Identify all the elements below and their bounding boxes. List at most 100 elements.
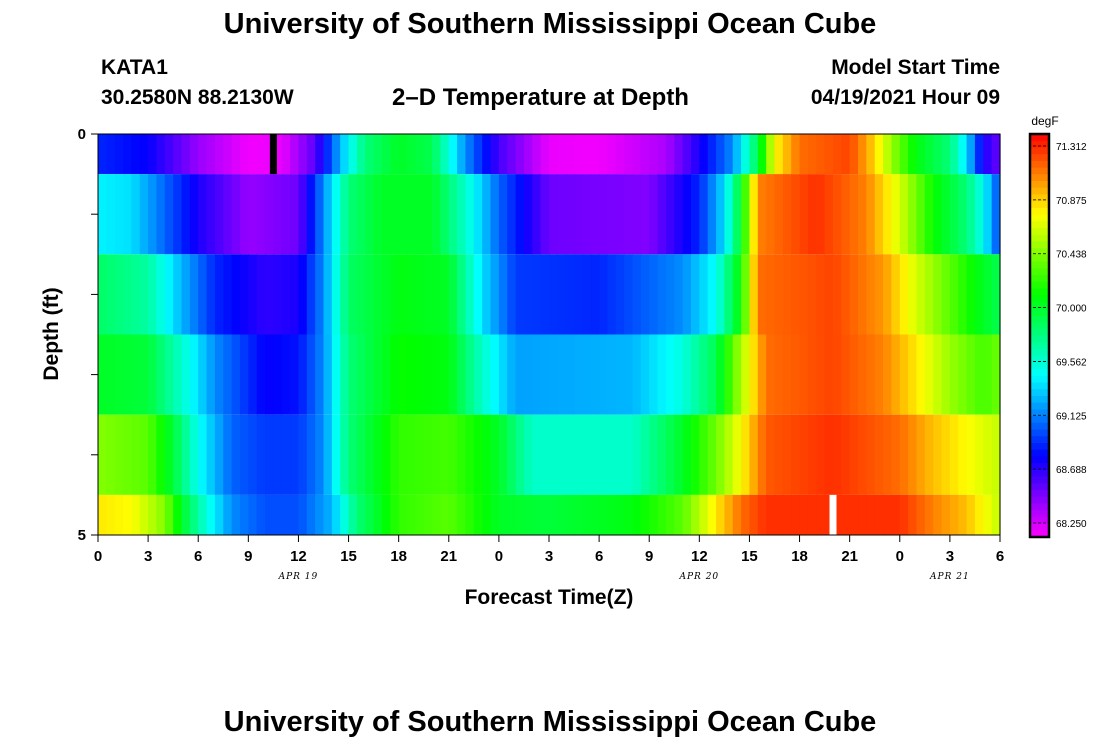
heatmap-cell — [139, 334, 149, 415]
heatmap-cell — [807, 414, 817, 495]
heatmap-cell — [181, 494, 191, 535]
heatmap-cell — [699, 334, 709, 415]
colorbar-segment — [1030, 214, 1049, 222]
heatmap-cell — [256, 334, 266, 415]
heatmap-cell — [757, 254, 767, 335]
heatmap-cell — [582, 174, 592, 255]
colorbar-segment — [1030, 268, 1049, 276]
colorbar-tick-label: 70.875 — [1056, 196, 1087, 207]
heatmap-cell — [657, 174, 667, 255]
heatmap-cell — [231, 494, 241, 535]
heatmap-cell — [465, 334, 475, 415]
heatmap-cell — [348, 414, 358, 495]
heatmap-cell — [640, 494, 650, 535]
heatmap-cell — [390, 334, 400, 415]
heatmap-cell — [398, 174, 408, 255]
heatmap-cell — [649, 254, 659, 335]
heatmap-cell — [298, 414, 308, 495]
heatmap-cell — [114, 174, 124, 255]
heatmap-cell — [991, 414, 1001, 495]
heatmap-cell — [214, 134, 224, 175]
heatmap-cell — [974, 414, 984, 495]
heatmap-cell — [807, 494, 817, 535]
colorbar-segment — [1030, 295, 1049, 303]
heatmap-cell — [891, 334, 901, 415]
heatmap-cell — [966, 334, 976, 415]
heatmap-cell — [298, 494, 308, 535]
heatmap-cell — [849, 334, 859, 415]
heatmap-cell — [306, 254, 316, 335]
heatmap-cell — [306, 134, 316, 175]
heatmap-cell — [657, 414, 667, 495]
heatmap-cell — [874, 174, 884, 255]
colorbar-segment — [1030, 134, 1049, 142]
heatmap-cell — [398, 494, 408, 535]
colorbar-segment — [1030, 355, 1049, 363]
heatmap-cell — [323, 174, 333, 255]
heatmap-cell — [148, 254, 158, 335]
heatmap-cell — [707, 494, 717, 535]
heatmap-cell — [248, 174, 258, 255]
colorbar-segment — [1030, 241, 1049, 249]
heatmap-cell — [356, 414, 366, 495]
heatmap-cell — [933, 414, 943, 495]
heatmap-cell — [206, 174, 216, 255]
heatmap-cell — [515, 254, 525, 335]
heatmap-cell — [774, 494, 784, 535]
heatmap-cell — [365, 494, 375, 535]
heatmap-cell — [966, 494, 976, 535]
heatmap-cell — [565, 134, 575, 175]
heatmap-cell — [515, 414, 525, 495]
colorbar-tick-label: 71.312 — [1056, 142, 1087, 153]
heatmap-cell — [707, 254, 717, 335]
heatmap-cell — [373, 494, 383, 535]
heatmap-cell — [916, 334, 926, 415]
heatmap-cell — [98, 334, 107, 415]
heatmap-cell — [432, 414, 442, 495]
heatmap-cell — [933, 334, 943, 415]
heatmap-cell — [298, 174, 308, 255]
heatmap-cell — [206, 414, 216, 495]
heatmap-cell — [340, 174, 350, 255]
heatmap-cell — [849, 254, 859, 335]
colorbar-tick-label: 70.438 — [1056, 250, 1087, 261]
heatmap-cell — [290, 334, 300, 415]
heatmap-cell — [156, 334, 166, 415]
heatmap-cell — [465, 254, 475, 335]
heatmap-cell — [348, 134, 358, 175]
heatmap-cell — [816, 254, 826, 335]
heatmap-cell — [791, 494, 801, 535]
heatmap-cell — [916, 134, 926, 175]
heatmap-cell — [841, 334, 851, 415]
heatmap-cell — [156, 414, 166, 495]
heatmap-cell — [381, 414, 391, 495]
heatmap-cell — [239, 494, 249, 535]
heatmap-cell — [415, 494, 425, 535]
heatmap-cell — [356, 134, 366, 175]
heatmap-cell — [699, 134, 709, 175]
date-label: APR 20 — [679, 572, 720, 582]
heatmap-cell — [423, 174, 433, 255]
heatmap-cell — [799, 494, 809, 535]
heatmap-cell — [415, 174, 425, 255]
heatmap-cell — [716, 134, 725, 175]
heatmap-cell — [732, 494, 742, 535]
heatmap-cell — [189, 494, 199, 535]
heatmap-cell — [941, 174, 951, 255]
heatmap-cell — [148, 134, 158, 175]
heatmap-cell — [933, 134, 943, 175]
heatmap-cell — [899, 414, 909, 495]
heatmap-cell — [465, 174, 475, 255]
heatmap-cell — [690, 494, 700, 535]
heatmap-cell — [807, 174, 817, 255]
x-axis-label: Forecast Time(Z) — [465, 586, 634, 609]
heatmap-cell — [657, 334, 667, 415]
heatmap-cell — [498, 174, 508, 255]
heatmap-cell — [131, 134, 141, 175]
heatmap-cell — [816, 174, 826, 255]
y-tick-label: 0 — [78, 126, 86, 143]
heatmap-cell — [749, 134, 759, 175]
heatmap-cell — [214, 334, 224, 415]
heatmap-cell — [181, 174, 191, 255]
heatmap-cell — [465, 134, 475, 175]
